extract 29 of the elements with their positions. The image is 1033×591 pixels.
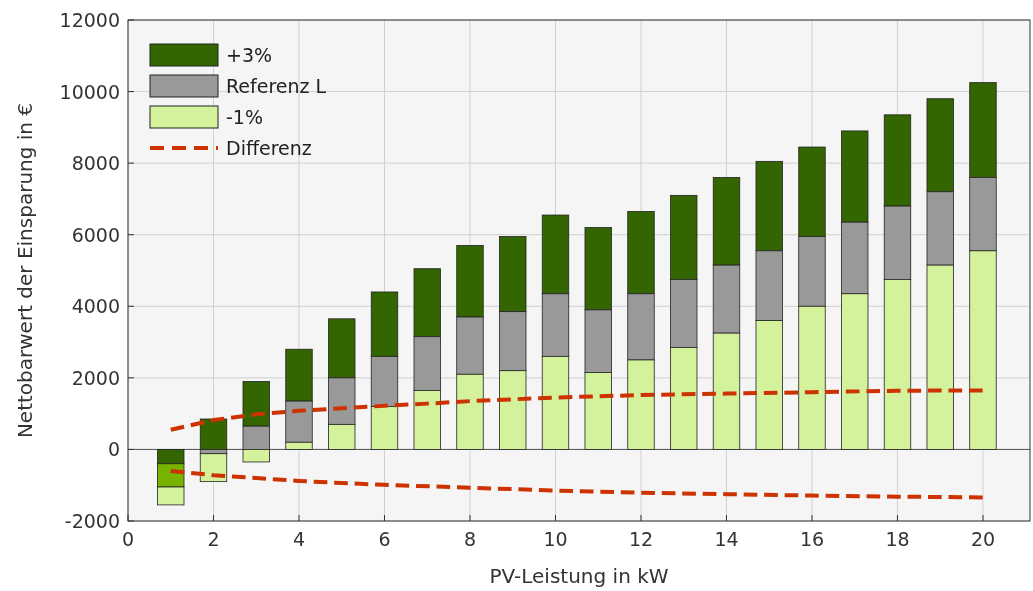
x-tick-label: 14 xyxy=(714,528,739,550)
bar xyxy=(199,453,228,483)
y-tick-label: 4000 xyxy=(71,295,120,318)
y-axis-title: Nettobarwert der Einsparung in € xyxy=(13,102,37,439)
legend-label: -1% xyxy=(226,106,263,128)
y-tick-label: 6000 xyxy=(71,223,120,246)
x-tick-label: 12 xyxy=(628,528,654,550)
x-tick-label: 2 xyxy=(207,528,220,550)
y-tick-label: -2000 xyxy=(64,510,120,532)
legend-label: Referenz L xyxy=(226,75,327,97)
x-tick-label: 0 xyxy=(121,528,135,550)
x-tick-label: 8 xyxy=(463,528,477,550)
x-tick-label: 18 xyxy=(885,528,910,550)
x-tick-label: 6 xyxy=(378,528,391,550)
x-tick-label: 16 xyxy=(799,528,825,550)
y-tick-label: 0 xyxy=(107,438,120,461)
bar xyxy=(199,418,228,450)
x-tick-label: 20 xyxy=(970,528,996,550)
line-series xyxy=(168,388,985,432)
y-tick-label: 12000 xyxy=(59,9,120,31)
legend-label: +3% xyxy=(226,44,273,66)
y-tick-label: 10000 xyxy=(59,80,120,103)
line-series xyxy=(168,468,985,500)
x-tick-label: 4 xyxy=(292,528,306,550)
legend-label: Differenz xyxy=(226,137,312,159)
x-axis-title: PV-Leistung in kW xyxy=(489,564,669,588)
y-tick-label: 8000 xyxy=(71,152,120,175)
x-tick-label: 10 xyxy=(543,528,568,550)
y-tick-label: 2000 xyxy=(71,366,120,389)
